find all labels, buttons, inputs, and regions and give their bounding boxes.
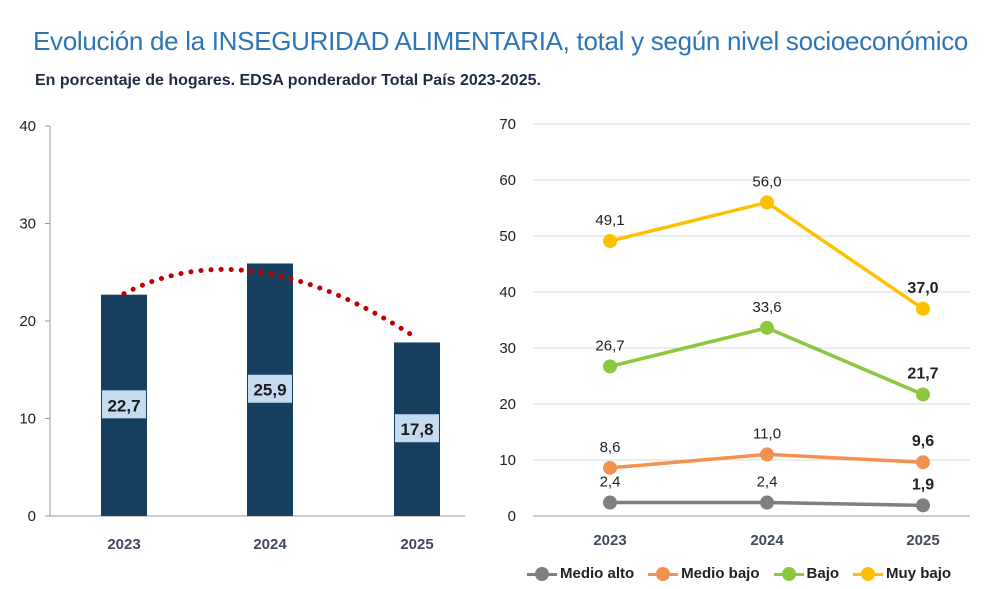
- y-tick-label: 0: [508, 508, 516, 525]
- x-category-label-2025: 2025: [400, 536, 433, 553]
- y-tick-label: 70: [499, 116, 516, 133]
- line-chart-legend: Medio alto Medio bajo Bajo Muy bajo: [527, 565, 951, 582]
- y-tick-label: 30: [499, 340, 516, 357]
- x-category-label-2024: 2024: [750, 532, 784, 549]
- y-tick-label: 0: [28, 508, 36, 525]
- data-label-medio-alto-2024: 2,4: [757, 474, 778, 491]
- trend-dotted-line: [121, 266, 420, 341]
- series-line-bajo: [609, 326, 924, 397]
- series-line-medio-alto: [610, 500, 924, 508]
- data-label-medio-alto-2025: 1,9: [912, 476, 934, 493]
- y-tick-label: 10: [19, 411, 36, 428]
- legend-marker-medio-bajo: [648, 566, 679, 581]
- data-label-bajo-2024: 33,6: [752, 299, 781, 316]
- y-tick-label: 20: [499, 396, 516, 413]
- x-category-label-2023: 2023: [593, 532, 626, 549]
- data-point-muy-bajo-2024: [760, 195, 774, 210]
- legend-marker-muy-bajo: [853, 566, 884, 581]
- data-label-muy-bajo-2024: 56,0: [752, 173, 781, 190]
- y-tick-label: 60: [499, 172, 516, 189]
- chart-subtitle: En porcentaje de hogares. EDSA ponderado…: [35, 72, 541, 89]
- legend-item-bajo: Bajo: [773, 565, 840, 582]
- legend-item-muy-bajo: Muy bajo: [853, 565, 951, 582]
- legend-item-medio-alto: Medio alto: [527, 565, 634, 582]
- series-line-medio-bajo: [609, 452, 924, 470]
- chart-title: Evolución de la INSEGURIDAD ALIMENTARIA,…: [33, 26, 969, 56]
- bar-label-bg-2024: [248, 374, 292, 403]
- series-line-muy-bajo: [609, 200, 924, 311]
- y-tick-label: 30: [19, 216, 36, 233]
- data-point-bajo-2025: [916, 387, 930, 402]
- legend-item-medio-bajo: Medio bajo: [648, 565, 760, 582]
- bar-value-label-2023: 22,7: [107, 396, 140, 415]
- data-label-bajo-2025: 21,7: [907, 365, 938, 382]
- data-point-bajo-2024: [760, 320, 774, 335]
- y-tick-label: 40: [19, 118, 36, 135]
- legend-marker-medio-alto: [527, 566, 557, 581]
- data-point-bajo-2023: [603, 359, 617, 374]
- x-category-label-2025: 2025: [906, 532, 939, 549]
- data-label-medio-alto-2023: 2,4: [600, 474, 621, 491]
- x-category-label-2024: 2024: [253, 536, 287, 553]
- legend-marker-bajo: [773, 566, 804, 581]
- bar-value-label-2025: 17,8: [400, 420, 433, 439]
- y-tick-label: 40: [499, 284, 516, 301]
- data-label-bajo-2023: 26,7: [595, 337, 624, 354]
- data-point-muy-bajo-2023: [603, 234, 617, 249]
- y-tick-label: 20: [19, 313, 36, 330]
- data-point-medio-bajo-2023: [603, 460, 617, 475]
- data-label-medio-bajo-2023: 8,6: [600, 439, 621, 456]
- data-point-muy-bajo-2025: [916, 301, 930, 316]
- data-label-muy-bajo-2025: 37,0: [907, 280, 938, 297]
- legend-label-bajo: Bajo: [806, 565, 840, 582]
- data-point-medio-bajo-2025: [916, 455, 930, 470]
- total-bar-chart: 0 10 20 30 40 22,7 2023 25,9 2024 17,8 2025: [19, 118, 465, 553]
- bar-label-bg-2025: [395, 414, 439, 443]
- legend-label-muy-bajo: Muy bajo: [886, 565, 952, 582]
- y-tick-label: 10: [499, 452, 516, 469]
- bar-value-label-2024: 25,9: [253, 381, 286, 400]
- data-point-medio-alto-2023: [603, 495, 617, 510]
- y-tick-label: 50: [499, 228, 516, 245]
- data-point-medio-alto-2024: [760, 495, 774, 510]
- x-category-label-2023: 2023: [107, 536, 140, 553]
- data-point-medio-bajo-2024: [760, 447, 774, 462]
- data-point-medio-alto-2025: [916, 498, 930, 513]
- legend-label-medio-bajo: Medio bajo: [681, 565, 760, 582]
- data-label-medio-bajo-2024: 11,0: [753, 425, 781, 442]
- data-label-medio-bajo-2025: 9,6: [912, 433, 934, 450]
- bar-label-bg-2023: [102, 390, 146, 419]
- legend-label-medio-alto: Medio alto: [560, 565, 635, 582]
- data-label-muy-bajo-2023: 49,1: [595, 212, 624, 229]
